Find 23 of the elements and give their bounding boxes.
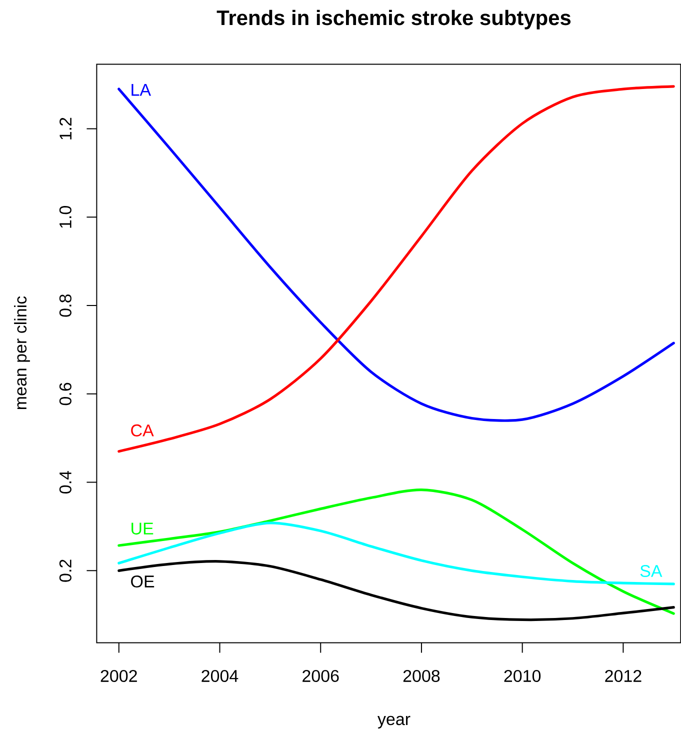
- line-series: [118, 560, 675, 622]
- x-tick-label: 2012: [605, 670, 642, 682]
- chart-title: Trends in ischemic stroke subtypes: [216, 10, 571, 30]
- x-tick-label: 2008: [403, 670, 440, 682]
- x-tick-label: 2002: [100, 670, 137, 682]
- line-series: [118, 522, 675, 586]
- line-series: [118, 488, 675, 615]
- y-tick-label: 0.2: [59, 560, 72, 582]
- series-label: UE: [132, 522, 154, 535]
- y-tick-label: 0.8: [59, 294, 72, 317]
- y-tick-label: 0.6: [59, 382, 72, 406]
- series-label: SA: [640, 564, 662, 578]
- y-tick-label: 1.0: [59, 206, 72, 228]
- x-tick-label: 2004: [202, 670, 238, 682]
- y-tick-label: 1.2: [60, 118, 72, 140]
- y-tick-label: 0.4: [59, 470, 72, 494]
- series-label: LA: [132, 84, 152, 96]
- series-label: CA: [131, 424, 154, 436]
- x-tick-label: 2010: [504, 670, 541, 682]
- y-axis-title: mean per clinic: [14, 296, 30, 410]
- legend-label: OE: [131, 575, 154, 588]
- x-axis-title: year: [378, 716, 410, 729]
- x-tick-label: 2006: [302, 670, 339, 682]
